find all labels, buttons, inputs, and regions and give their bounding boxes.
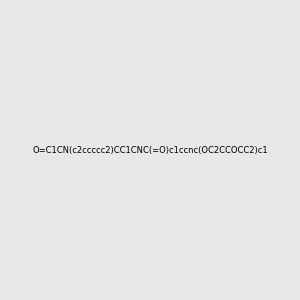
- Text: O=C1CN(c2ccccc2)CC1CNC(=O)c1ccnc(OC2CCOCC2)c1: O=C1CN(c2ccccc2)CC1CNC(=O)c1ccnc(OC2CCOC…: [32, 146, 268, 154]
